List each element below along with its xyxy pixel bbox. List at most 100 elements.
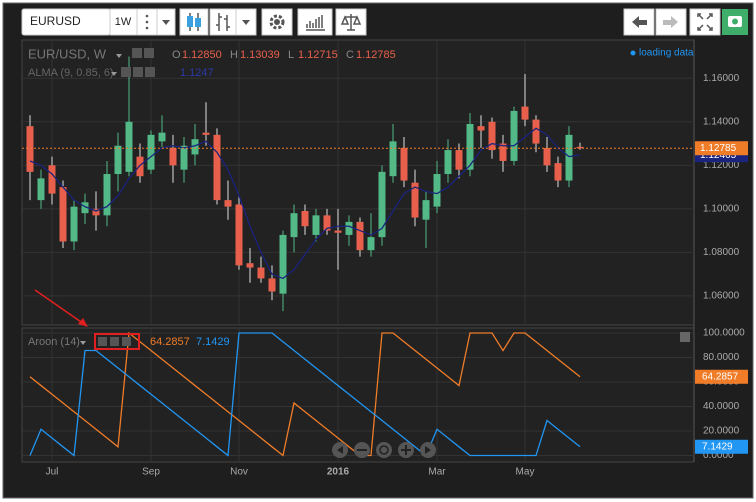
x-tick-label: Jul — [46, 467, 59, 478]
candle-body — [367, 237, 375, 251]
candle-body — [279, 234, 287, 294]
candle-body — [202, 132, 210, 135]
value-tag-label: 7.1429 — [702, 441, 733, 452]
settings-icon[interactable] — [133, 67, 143, 77]
ohlc-value: 1.13039 — [240, 49, 280, 61]
candle-body — [389, 141, 397, 177]
candle-body — [246, 263, 254, 268]
settings-icon[interactable] — [144, 48, 154, 58]
dot — [145, 26, 149, 30]
candle-body — [180, 145, 188, 170]
status-dot — [630, 50, 636, 56]
close-icon[interactable] — [122, 337, 131, 346]
caret — [162, 20, 170, 25]
candle-body — [136, 156, 144, 177]
settings-icon[interactable] — [110, 337, 119, 346]
y-tick-label: 40.0000 — [703, 401, 740, 412]
candle-body — [59, 187, 67, 242]
chart-title: EUR/USD, W — [28, 46, 107, 61]
candle-body — [400, 147, 408, 181]
candle-body — [532, 119, 540, 144]
x-tick-label: Sep — [142, 467, 160, 478]
interval: 1W — [115, 16, 132, 28]
candle-body — [334, 230, 342, 233]
candle-body — [114, 145, 122, 175]
y-tick-label: 80.0000 — [703, 352, 740, 363]
symbol: EURUSD — [30, 14, 81, 28]
y-tick-label: 1.16000 — [703, 73, 740, 84]
dot — [145, 14, 149, 18]
candle-body — [290, 213, 298, 238]
maximize-icon[interactable] — [680, 332, 690, 342]
ohlc-key: H — [230, 49, 238, 61]
ohlc-key: C — [346, 49, 354, 61]
ohlc-value: 1.12850 — [182, 49, 222, 61]
toolbar: EURUSD 1W — [21, 8, 748, 36]
icon — [632, 16, 647, 28]
candle-body — [576, 146, 584, 149]
status: loading data — [639, 48, 694, 59]
candle-body — [169, 147, 177, 166]
candle-body — [224, 200, 232, 207]
candle-body — [92, 208, 100, 216]
candle-body — [510, 110, 518, 161]
series-line — [29, 331, 581, 457]
candle-body — [433, 174, 441, 207]
series-line — [29, 332, 581, 457]
x-tick-label: Mar — [428, 467, 446, 478]
arrowhead — [78, 318, 88, 327]
ohlc-value: 1.12785 — [356, 49, 396, 61]
arrow — [34, 289, 85, 325]
candle-body — [158, 132, 166, 142]
indicators-button[interactable] — [297, 8, 333, 36]
y-tick-label: 1.12000 — [703, 160, 740, 171]
y-tick-label: 1.08000 — [703, 247, 740, 258]
icon — [269, 14, 285, 30]
candle-body — [125, 121, 133, 172]
y-tick-label: 1.14000 — [703, 116, 740, 127]
candle-body — [422, 200, 430, 220]
candle-body — [543, 147, 551, 166]
close-icon[interactable] — [145, 67, 155, 77]
value-tag — [695, 439, 748, 454]
aroon-pane — [21, 327, 695, 463]
candle-body — [565, 134, 573, 181]
candle-body — [345, 221, 353, 235]
candles-button[interactable] — [179, 8, 209, 36]
y-tick-label: 20.0000 — [703, 426, 740, 437]
icon — [216, 13, 230, 31]
candle-body — [378, 171, 386, 238]
navigation — [332, 442, 436, 458]
eye-icon[interactable] — [98, 337, 107, 346]
candle-body — [411, 182, 419, 218]
candle-body — [26, 126, 34, 172]
candle-body — [477, 126, 485, 131]
dot — [145, 20, 149, 24]
candle-body — [488, 121, 496, 151]
eye-icon[interactable] — [132, 48, 142, 58]
caret — [116, 54, 122, 58]
ohlc-key: L — [288, 49, 294, 61]
eye-icon[interactable] — [121, 67, 131, 77]
value-tag — [695, 369, 748, 384]
candle-body — [323, 215, 331, 231]
candle-body — [147, 134, 155, 170]
reset[interactable] — [376, 442, 392, 458]
candle-body — [37, 178, 45, 201]
candle-body — [70, 206, 78, 242]
icon — [697, 13, 713, 31]
candle-body — [81, 202, 89, 214]
bars-button[interactable] — [209, 8, 237, 36]
candle-body — [455, 150, 463, 170]
y-tick-label: 0.0000 — [703, 450, 734, 461]
candle-body — [191, 139, 199, 155]
candle-body — [444, 150, 452, 175]
icon — [379, 445, 389, 455]
candle-body — [268, 278, 276, 292]
ohlc-key: O — [172, 49, 181, 61]
fullscreen-button[interactable] — [689, 8, 721, 36]
marks — [22, 56, 694, 457]
price-pane — [21, 39, 695, 326]
